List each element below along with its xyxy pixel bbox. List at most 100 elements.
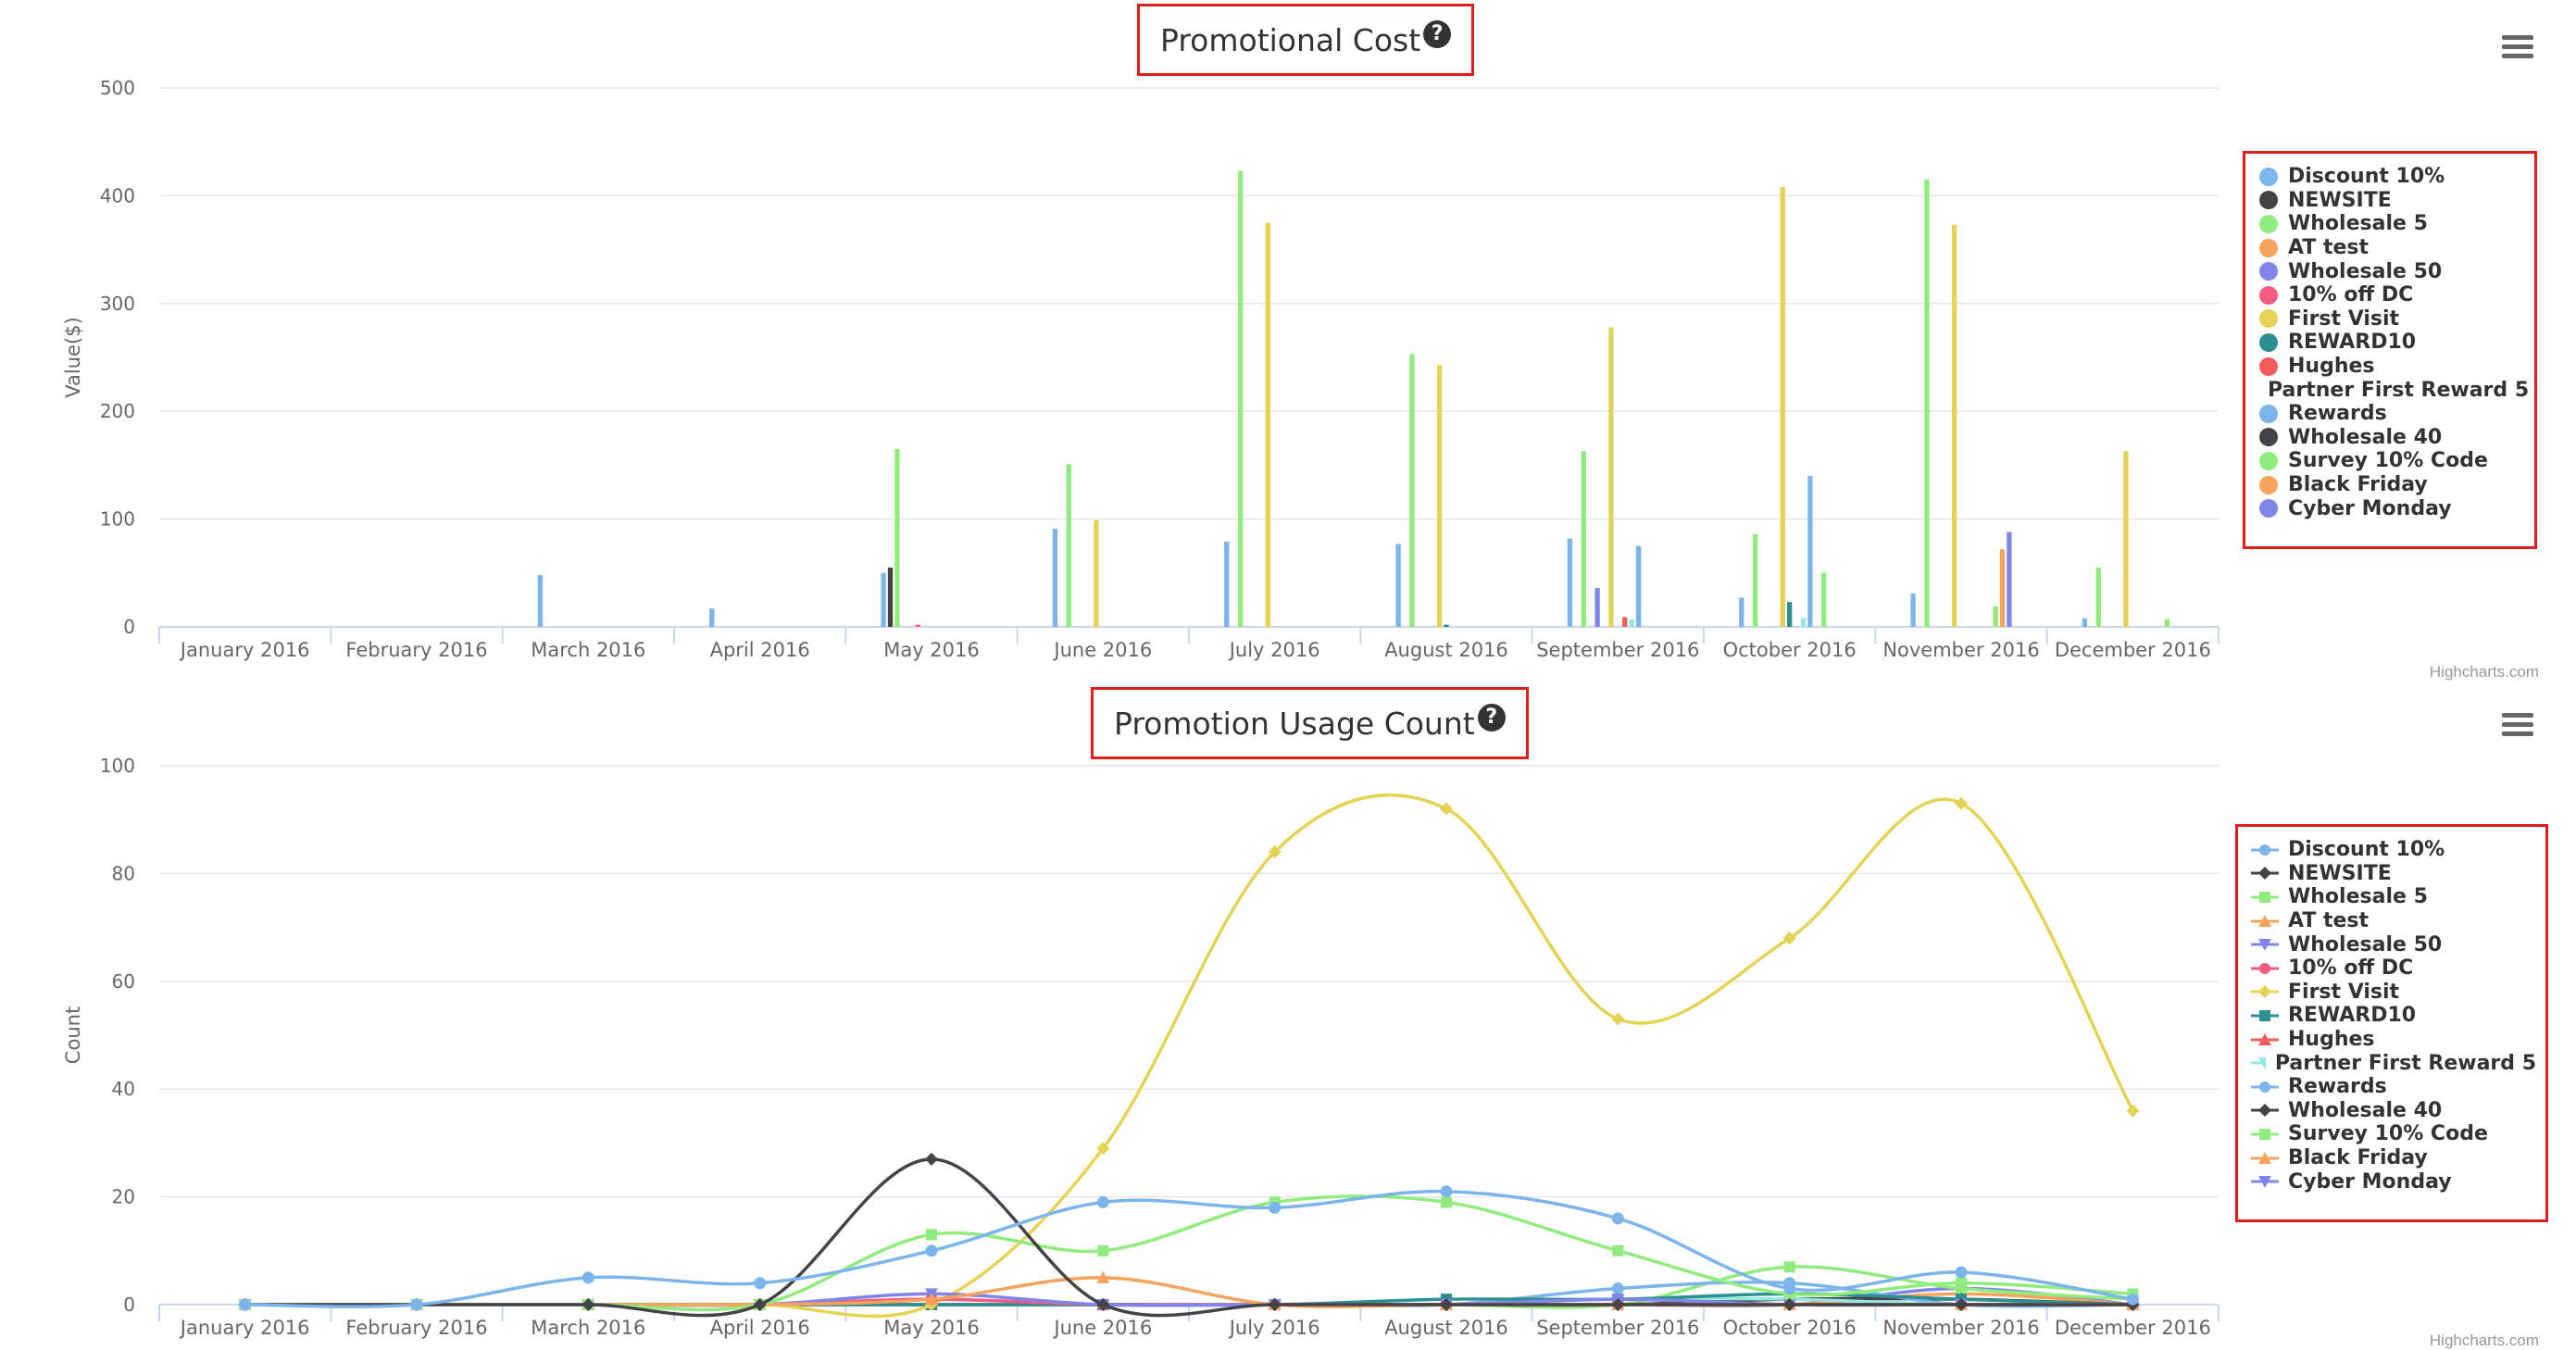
legend-item-rewards[interactable]: Rewards <box>2258 402 2525 426</box>
legend-item-newsite[interactable]: NEWSITE <box>2251 862 2536 886</box>
point-first-visit[interactable] <box>1611 1012 1625 1026</box>
credits[interactable]: Highcharts.com <box>2429 663 2539 681</box>
bar-discount-10pct[interactable] <box>1567 538 1573 627</box>
bar-discount-10pct[interactable] <box>1052 529 1058 627</box>
bar-wholesale-5[interactable] <box>1924 179 1930 627</box>
bar-discount-10pct[interactable] <box>1224 542 1230 627</box>
legend-item-wholesale-5[interactable]: Wholesale 5 <box>2251 885 2536 909</box>
point-discount-10pct[interactable] <box>925 1244 938 1257</box>
bar-discount-10pct[interactable] <box>1395 544 1401 627</box>
legend-item-10pct-off-dc[interactable]: 10% off DC <box>2251 956 2536 981</box>
point-newsite[interactable] <box>1096 1298 1110 1311</box>
bar-newsite[interactable] <box>887 567 894 627</box>
bar-first-visit[interactable] <box>2123 451 2129 627</box>
legend-item-discount-10pct[interactable]: Discount 10% <box>2258 165 2525 189</box>
legend-item-first-visit[interactable]: First Visit <box>2258 307 2525 331</box>
legend-item-discount-10pct[interactable]: Discount 10% <box>2251 838 2536 862</box>
point-discount-10pct[interactable] <box>410 1298 423 1311</box>
bar-wholesale-5[interactable] <box>894 448 900 627</box>
bar-first-visit[interactable] <box>1436 365 1443 627</box>
legend-item-cyber-monday[interactable]: Cyber Monday <box>2251 1169 2536 1194</box>
legend-item-reward10[interactable]: REWARD10 <box>2258 331 2525 355</box>
legend-item-hughes[interactable]: Hughes <box>2258 355 2525 379</box>
chart-menu-icon[interactable] <box>2502 35 2533 59</box>
chart-menu-icon[interactable] <box>2502 713 2533 737</box>
bar-rewards[interactable] <box>1635 545 1642 627</box>
point-discount-10pct[interactable] <box>1955 1266 1968 1279</box>
legend-item-first-visit[interactable]: First Visit <box>2251 981 2536 1005</box>
bar-first-visit[interactable] <box>1265 222 1270 628</box>
bar-first-visit[interactable] <box>1094 519 1099 627</box>
bar-hughes[interactable] <box>1622 617 1628 627</box>
point-discount-10pct[interactable] <box>1611 1212 1624 1225</box>
bar-discount-10pct[interactable] <box>1739 597 1744 627</box>
legend-item-wholesale-5[interactable]: Wholesale 5 <box>2258 212 2525 236</box>
point-newsite[interactable] <box>1268 1298 1282 1311</box>
legend-item-10pct-off-dc[interactable]: 10% off DC <box>2258 283 2525 307</box>
bar-wholesale-5[interactable] <box>1066 464 1071 627</box>
legend-item-wholesale-50[interactable]: Wholesale 50 <box>2258 259 2525 283</box>
bar-cyber-monday[interactable] <box>2007 531 2012 627</box>
point-wholesale-5[interactable] <box>1441 1196 1452 1208</box>
bar-wholesale-5[interactable] <box>1752 533 1758 627</box>
legend-item-at-test[interactable]: AT test <box>2251 909 2536 933</box>
point-at-test[interactable] <box>1096 1270 1110 1283</box>
legend-item-survey-10pct-code[interactable]: Survey 10% Code <box>2258 449 2525 473</box>
point-first-visit[interactable] <box>2126 1104 2140 1118</box>
point-first-visit[interactable] <box>1268 845 1282 859</box>
bar-discount-10pct[interactable] <box>881 572 886 627</box>
bar-10pct-off-dc[interactable] <box>915 624 920 627</box>
point-wholesale-5[interactable] <box>926 1229 937 1241</box>
line-newsite[interactable] <box>244 1157 2133 1318</box>
legend-item-partner-first-reward-5[interactable]: Partner First Reward 5 <box>2258 378 2529 402</box>
bar-survey-10pct-code[interactable] <box>2164 619 2170 627</box>
legend-item-at-test[interactable]: AT test <box>2258 236 2525 260</box>
legend-item-wholesale-40[interactable]: Wholesale 40 <box>2251 1099 2536 1123</box>
point-wholesale-5[interactable] <box>1097 1244 1109 1256</box>
bar-discount-10pct[interactable] <box>1910 593 1916 627</box>
bar-discount-10pct[interactable] <box>2082 618 2088 627</box>
point-first-visit[interactable] <box>1782 931 1796 945</box>
bar-first-visit[interactable] <box>1608 327 1614 627</box>
line-wholesale-5[interactable] <box>244 1194 2133 1312</box>
point-newsite[interactable] <box>1611 1298 1625 1311</box>
legend-item-wholesale-40[interactable]: Wholesale 40 <box>2258 426 2525 450</box>
point-first-visit[interactable] <box>1955 796 1968 810</box>
legend-item-cyber-monday[interactable]: Cyber Monday <box>2258 496 2525 520</box>
bar-partner-first-reward-5[interactable] <box>1800 618 1807 627</box>
credits[interactable]: Highcharts.com <box>2429 1331 2539 1349</box>
point-rewards[interactable] <box>1611 1282 1624 1295</box>
point-discount-10pct[interactable] <box>581 1271 594 1284</box>
legend-item-reward10[interactable]: REWARD10 <box>2251 1004 2536 1028</box>
legend-item-wholesale-50[interactable]: Wholesale 50 <box>2251 932 2536 956</box>
bar-wholesale-5[interactable] <box>1581 451 1586 627</box>
bar-survey-10pct-code[interactable] <box>1993 606 1998 627</box>
legend-item-partner-first-reward-5[interactable]: Partner First Reward 5 <box>2251 1051 2536 1075</box>
legend-item-rewards[interactable]: Rewards <box>2251 1075 2536 1099</box>
point-newsite[interactable] <box>1440 1298 1453 1311</box>
point-discount-10pct[interactable] <box>1269 1201 1282 1214</box>
point-first-visit[interactable] <box>1096 1142 1110 1156</box>
legend-item-black-friday[interactable]: Black Friday <box>2251 1146 2536 1170</box>
bar-discount-10pct[interactable] <box>537 575 544 627</box>
bar-wholesale-5[interactable] <box>1237 170 1244 628</box>
legend-item-hughes[interactable]: Hughes <box>2251 1028 2536 1052</box>
bar-wholesale-5[interactable] <box>1409 354 1415 627</box>
help-icon[interactable]: ? <box>1423 20 1452 48</box>
line-discount-10pct[interactable] <box>244 1189 2133 1308</box>
bar-reward10[interactable] <box>1444 624 1449 627</box>
bar-first-visit[interactable] <box>1780 187 1785 627</box>
point-discount-10pct[interactable] <box>1096 1195 1109 1208</box>
point-newsite[interactable] <box>925 1152 938 1166</box>
point-first-visit[interactable] <box>1440 802 1453 816</box>
bar-wholesale-5[interactable] <box>2095 567 2101 627</box>
point-wholesale-5[interactable] <box>1956 1277 1967 1289</box>
point-discount-10pct[interactable] <box>2126 1293 2139 1306</box>
bar-first-visit[interactable] <box>1951 224 1957 627</box>
point-discount-10pct[interactable] <box>1783 1282 1796 1295</box>
bar-discount-10pct[interactable] <box>709 608 715 627</box>
bar-rewards[interactable] <box>1807 476 1813 627</box>
point-discount-10pct[interactable] <box>1440 1185 1453 1198</box>
point-newsite[interactable] <box>1955 1298 1968 1311</box>
bar-partner-first-reward-5[interactable] <box>1629 619 1634 627</box>
